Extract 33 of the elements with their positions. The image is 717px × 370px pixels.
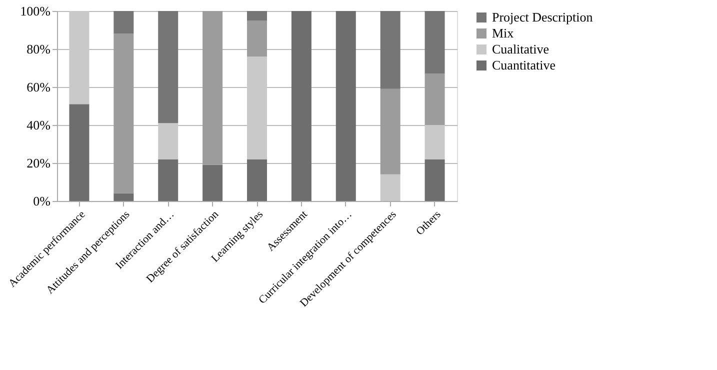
bar (158, 11, 178, 124)
y-tick-label: 0% (33, 194, 51, 208)
bar (380, 11, 400, 89)
bar (114, 193, 134, 201)
bar (247, 20, 267, 57)
bar (424, 74, 445, 125)
y-tick-label: 20% (26, 156, 51, 170)
legend-label: Cuantitative (492, 58, 556, 72)
bar (247, 11, 267, 20)
bar (380, 174, 400, 201)
bar (424, 11, 445, 74)
bar (247, 159, 267, 201)
bar (424, 159, 445, 201)
legend-label: Project Description (492, 10, 594, 24)
legend-label: Cualitative (492, 42, 550, 56)
bar (69, 104, 90, 201)
y-tick-label: 60% (26, 80, 51, 94)
y-tick-label: 80% (26, 42, 51, 56)
bar (158, 159, 178, 201)
bar (380, 88, 400, 174)
bar (158, 123, 178, 160)
bar (247, 56, 267, 160)
bar (291, 11, 312, 201)
bar (336, 11, 356, 201)
bar (114, 11, 134, 34)
bar (202, 164, 223, 201)
y-tick-label: 40% (26, 118, 51, 132)
y-tick-label: 100% (20, 4, 51, 18)
bar (202, 11, 223, 165)
bar (424, 125, 445, 160)
legend-label: Mix (492, 26, 514, 40)
bar (114, 34, 134, 194)
bar (69, 11, 90, 104)
